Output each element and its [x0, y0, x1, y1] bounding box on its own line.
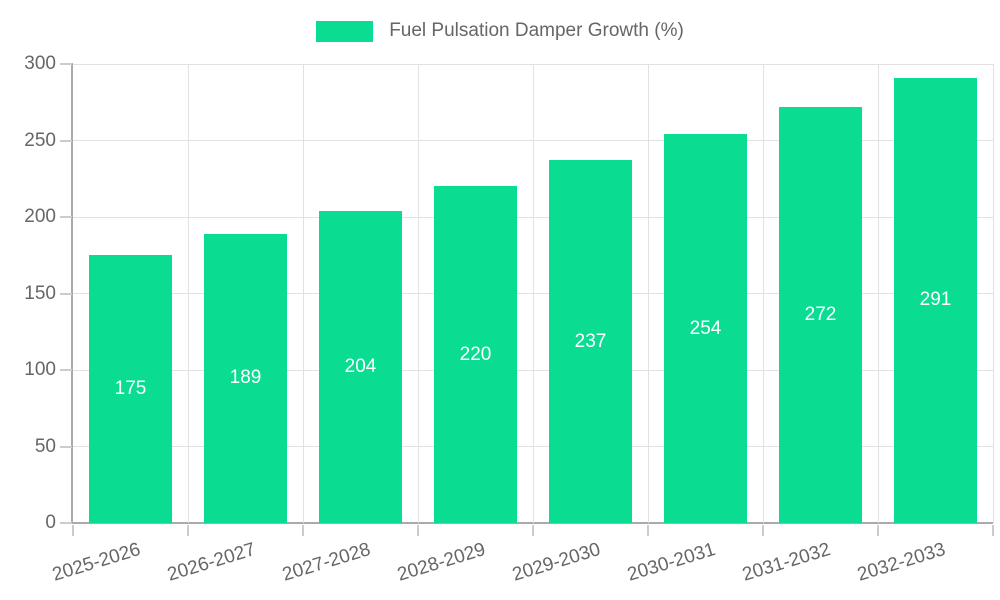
- chart-bar[interactable]: 204: [319, 210, 402, 523]
- plot-area: 175 189 204 220 237 254 272 291: [73, 63, 994, 523]
- y-axis-label: 300: [24, 53, 56, 74]
- y-axis-label: 200: [24, 206, 56, 227]
- x-axis-label: 2028-2029: [394, 539, 488, 586]
- x-axis-tick: [532, 525, 534, 536]
- bar-value-label: 204: [344, 355, 377, 377]
- y-axis-label: 150: [24, 282, 56, 304]
- bar-value-label: 237: [574, 330, 607, 352]
- y-axis-label: 0: [45, 512, 56, 533]
- gridline-vertical: [532, 64, 534, 523]
- y-axis-tick: [60, 445, 72, 448]
- chart-bar[interactable]: 272: [779, 106, 862, 523]
- x-axis-tick: [417, 525, 419, 536]
- chart-bar[interactable]: 254: [664, 134, 747, 523]
- x-axis-label: 2031-2032: [739, 539, 833, 586]
- y-axis-tick: [60, 139, 72, 142]
- bar-value-label: 291: [919, 289, 952, 311]
- chart-bar[interactable]: 175: [89, 255, 172, 523]
- chart-bar[interactable]: 237: [549, 160, 632, 523]
- gridline-vertical: [877, 64, 879, 523]
- x-axis-tick: [302, 525, 304, 536]
- y-axis-tick: [60, 369, 72, 371]
- y-axis-label: 250: [24, 129, 56, 151]
- y-axis-tick: [60, 522, 72, 524]
- x-axis-tick: [762, 525, 764, 536]
- chart-bar[interactable]: 220: [434, 186, 517, 523]
- legend-swatch: [316, 20, 374, 42]
- chart-bar[interactable]: 189: [204, 233, 287, 523]
- y-axis-label: 50: [34, 435, 56, 457]
- y-axis-tick: [60, 216, 72, 218]
- x-axis-tick: [992, 525, 994, 536]
- x-axis-tick: [72, 525, 74, 536]
- x-axis-tick: [647, 525, 649, 536]
- x-axis-label: 2030-2031: [624, 539, 718, 586]
- x-axis-label: 2032-2033: [854, 539, 948, 586]
- legend-item[interactable]: Fuel Pulsation Damper Growth (%): [316, 20, 684, 42]
- legend-label: Fuel Pulsation Damper Growth (%): [389, 20, 684, 41]
- y-axis-line: [71, 63, 73, 524]
- gridline-vertical: [992, 64, 994, 523]
- chart-legend: Fuel Pulsation Damper Growth (%): [0, 20, 1000, 42]
- bar-value-label: 189: [229, 367, 262, 389]
- bar-value-label: 254: [689, 317, 722, 339]
- x-axis-label: 2027-2028: [279, 539, 373, 586]
- y-axis-tick: [60, 292, 72, 295]
- x-axis-tick: [187, 525, 189, 536]
- x-axis-line: [71, 522, 993, 524]
- bar-value-label: 175: [114, 378, 147, 400]
- gridline-vertical: [647, 64, 649, 523]
- x-axis-label: 2029-2030: [509, 539, 603, 586]
- gridline-vertical: [302, 64, 304, 523]
- y-axis-label: 100: [24, 359, 56, 380]
- bar-value-label: 272: [804, 303, 837, 325]
- y-axis-tick: [60, 63, 72, 65]
- gridline-vertical: [417, 64, 419, 523]
- x-axis-label: 2026-2027: [164, 539, 258, 586]
- chart-bar[interactable]: 291: [894, 77, 977, 523]
- x-axis-label: 2025-2026: [49, 539, 143, 586]
- gridline-vertical: [187, 64, 189, 523]
- x-axis-tick: [877, 525, 879, 536]
- gridline-vertical: [762, 64, 764, 523]
- bar-value-label: 220: [459, 343, 492, 365]
